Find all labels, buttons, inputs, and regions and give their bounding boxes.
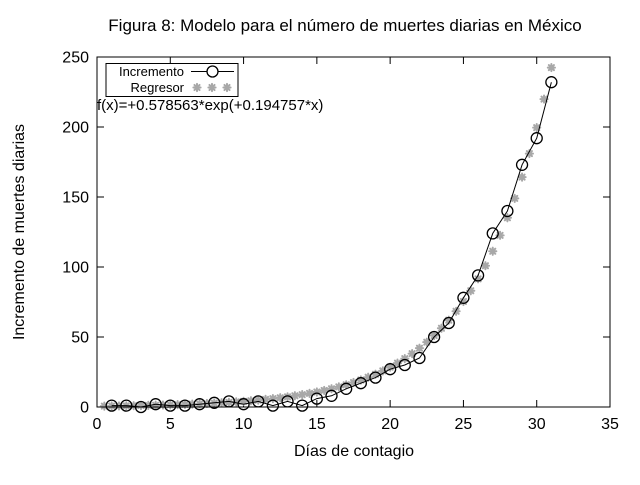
data-point-incremento	[325, 389, 338, 402]
x-tick-labels: 0 5 10 15 20 25 30 35	[93, 416, 619, 433]
y-tick-label: 250	[62, 50, 89, 67]
x-tick-label: 30	[528, 416, 546, 433]
data-point-incremento	[164, 399, 177, 412]
y-tick-label: 100	[62, 260, 89, 277]
x-tick-label: 0	[93, 416, 102, 433]
data-point-incremento	[501, 204, 514, 218]
data-point-incremento	[545, 76, 558, 89]
data-point-incremento	[310, 392, 324, 405]
data-point-incremento	[442, 316, 455, 330]
chart-title: Figura 8: Modelo para el número de muert…	[108, 16, 581, 35]
data-point-incremento	[208, 396, 221, 409]
x-tick-label: 35	[601, 416, 619, 433]
y-tick-label: 200	[62, 120, 89, 137]
legend-label-regresor: Regresor	[131, 80, 185, 95]
legend-circle-icon	[206, 65, 219, 78]
x-tick-label: 20	[381, 416, 399, 433]
data-point-incremento	[383, 363, 397, 376]
series-incremento	[105, 76, 558, 414]
plot-frame	[96, 56, 611, 408]
legend-sample-regresor-icon	[192, 82, 232, 93]
data-point-incremento	[149, 398, 162, 411]
y-axis-label: Incremento de muertes diarias	[11, 124, 28, 340]
legend-sample-incremento-icon	[191, 65, 234, 78]
x-tick-label: 10	[235, 416, 253, 433]
data-point-incremento	[296, 399, 309, 412]
y-tick-label: 0	[80, 400, 89, 417]
data-point-incremento	[471, 269, 485, 282]
y-tick-label: 50	[71, 330, 89, 347]
data-point-incremento	[515, 158, 529, 171]
data-point-incremento	[178, 399, 192, 412]
data-point-incremento	[530, 132, 543, 145]
x-tick-label: 25	[455, 416, 473, 433]
data-point-incremento	[486, 227, 499, 240]
data-point-incremento	[369, 371, 382, 384]
data-point-incremento	[398, 358, 411, 372]
series-regresor	[99, 62, 556, 411]
x-axis-label: Días de contagio	[294, 443, 414, 460]
x-tick-label: 5	[166, 416, 175, 433]
data-point-incremento	[427, 330, 441, 344]
incremento-line	[111, 82, 552, 408]
data-point-incremento	[120, 399, 133, 412]
data-point-incremento	[105, 399, 118, 412]
data-point-incremento	[354, 377, 367, 390]
regresor-markers	[99, 62, 556, 411]
data-point-incremento	[266, 399, 280, 412]
data-point-incremento	[457, 291, 470, 304]
data-point-incremento	[340, 382, 353, 395]
data-point-incremento	[413, 351, 426, 365]
data-point-incremento	[193, 398, 206, 411]
data-point-incremento	[237, 398, 250, 411]
legend-box: Incremento Regresor	[105, 63, 239, 97]
y-tick-labels: 0 50 100 150 200 250	[62, 50, 89, 417]
fit-formula-label: f(x)=+0.578563*exp(+0.194757*x)	[97, 97, 323, 114]
legend-asterisk-icons	[192, 82, 232, 93]
legend-label-incremento: Incremento	[119, 64, 184, 79]
y-tick-label: 150	[62, 190, 89, 207]
x-tick-label: 15	[308, 416, 326, 433]
